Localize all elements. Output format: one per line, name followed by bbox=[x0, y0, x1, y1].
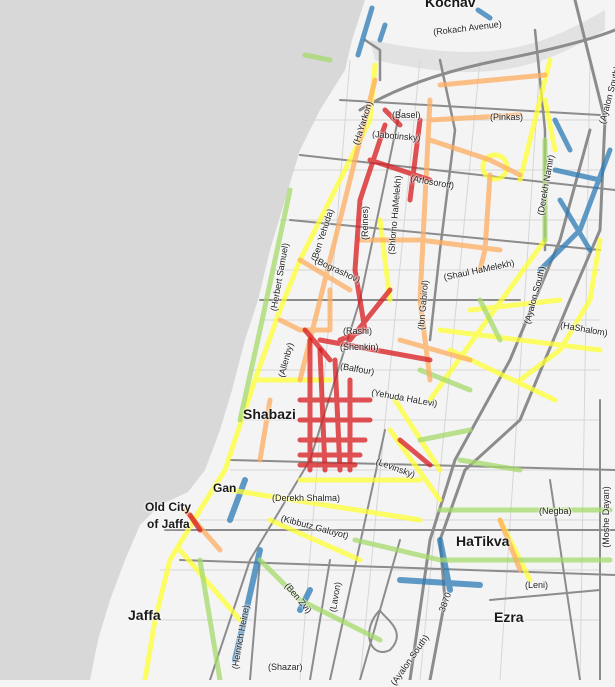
neighborhood-label: Ezra bbox=[494, 609, 524, 625]
street-label: (Leni) bbox=[525, 580, 549, 590]
neighborhood-label: Kochav bbox=[425, 0, 476, 10]
yarkon-river bbox=[370, 10, 605, 72]
street-label: (Basel) bbox=[392, 110, 421, 120]
street-label: (Moshe Dayan) bbox=[600, 486, 611, 548]
street-label: (Derekh Shalma) bbox=[272, 493, 341, 503]
neighborhood-label: Old City bbox=[145, 500, 192, 514]
neighborhood-label: Gan bbox=[213, 481, 237, 495]
street-label: (Reines) bbox=[360, 205, 371, 241]
neighborhood-label: HaTikva bbox=[456, 533, 510, 549]
neighborhood-label: of Jaffa bbox=[147, 517, 190, 531]
neighborhood-label: Jaffa bbox=[128, 607, 161, 623]
traffic-segments bbox=[142, 5, 613, 680]
street-label: (Rashi) bbox=[343, 326, 373, 336]
street-label: (Shenkin) bbox=[340, 342, 379, 352]
street-label: (Negba) bbox=[539, 506, 572, 516]
street-label: (Shazar) bbox=[268, 662, 303, 672]
neighborhood-label: Shabazi bbox=[243, 406, 296, 422]
street-label: (Pinkas) bbox=[490, 112, 524, 122]
sea bbox=[0, 0, 365, 680]
